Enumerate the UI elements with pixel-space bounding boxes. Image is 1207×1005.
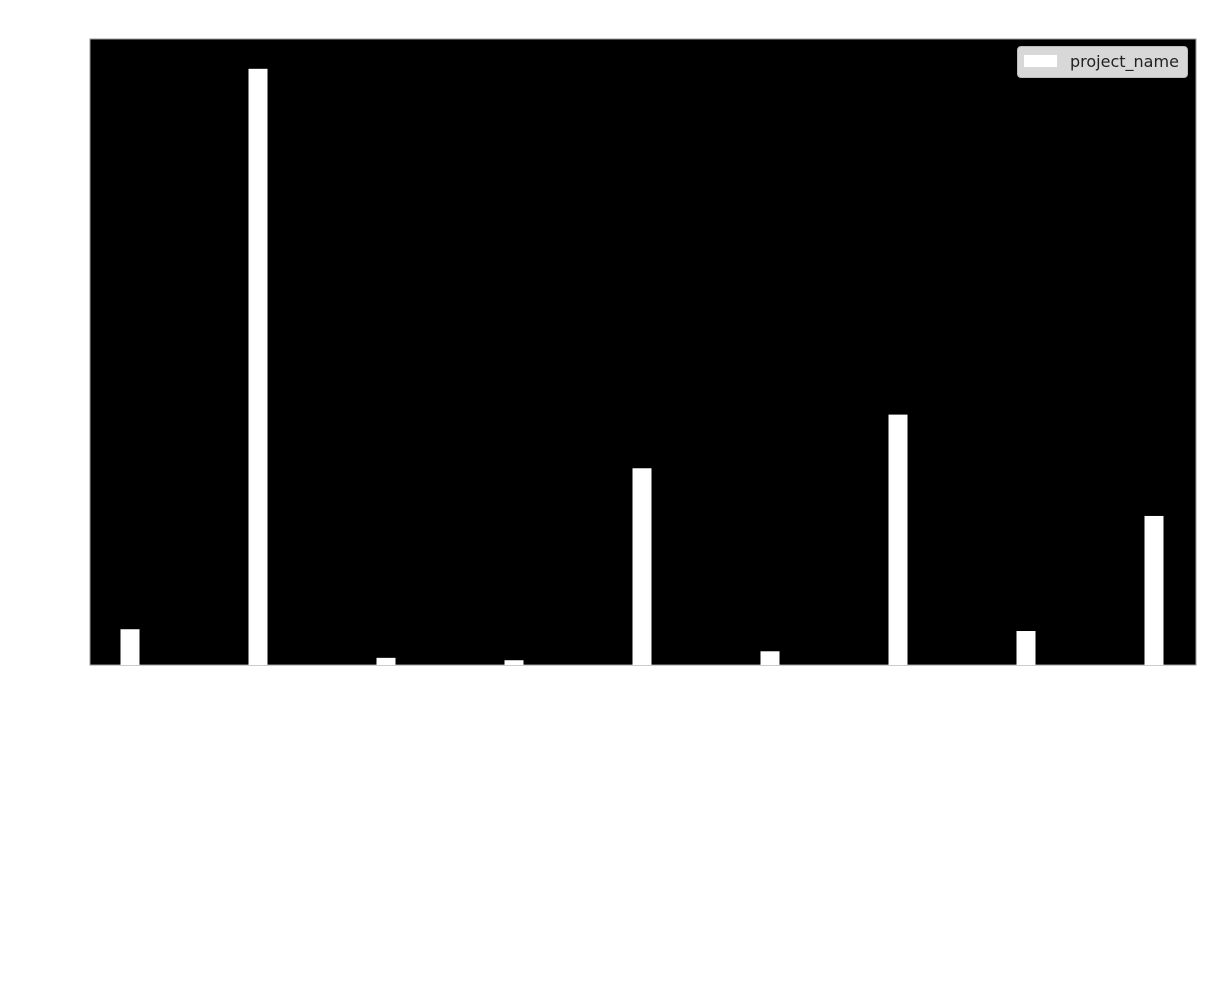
legend: project_name	[1017, 46, 1188, 78]
legend-label: project_name	[1070, 52, 1179, 71]
bar	[1016, 631, 1036, 665]
bar	[760, 651, 780, 665]
bar	[248, 68, 268, 666]
bar	[888, 414, 908, 665]
bar	[1144, 515, 1164, 665]
bar-series	[120, 68, 1164, 666]
bar	[632, 468, 652, 665]
legend-swatch	[1024, 55, 1057, 67]
bar	[504, 660, 524, 665]
bar	[120, 629, 140, 665]
bar	[376, 657, 396, 665]
